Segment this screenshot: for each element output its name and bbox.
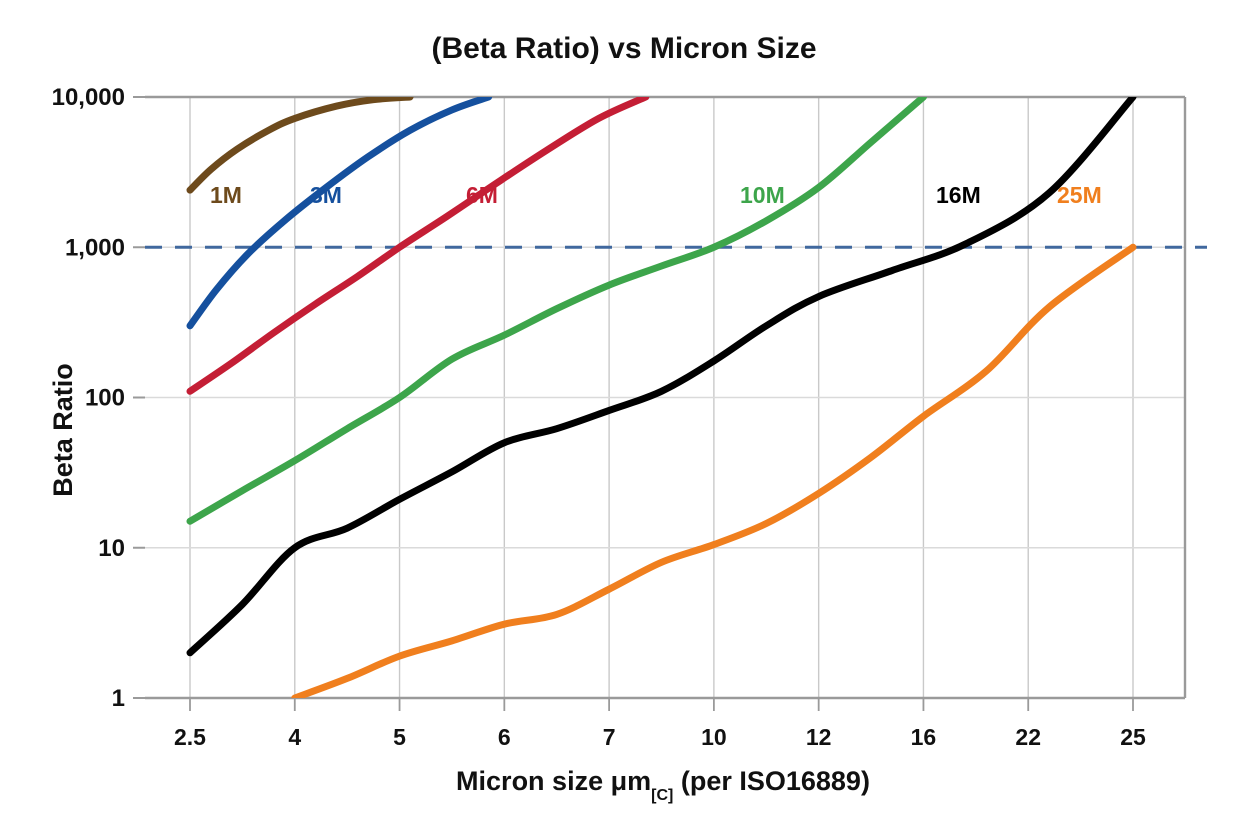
series-label-25M: 25M — [1057, 182, 1102, 208]
y-tick-label: 1,000 — [65, 234, 125, 261]
x-axis-title-subscript: [C] — [651, 787, 673, 804]
series-lines — [186, 97, 1137, 698]
x-axis-title: Micron size μm[C] (per ISO16889) — [456, 766, 870, 804]
x-tick-label: 5 — [393, 724, 406, 750]
y-tick-label: 1 — [112, 685, 125, 712]
y-axis-ticks: 1 10 100 1,000 10,000 — [52, 84, 145, 712]
x-axis-title-suffix: (per ISO16889) — [673, 766, 870, 796]
y-tick-label: 100 — [85, 385, 125, 412]
series-line-10M — [186, 97, 927, 525]
plot-frame — [145, 95, 1187, 700]
x-tick-label: 10 — [701, 724, 727, 750]
series-label-3M: 3M — [310, 182, 342, 208]
x-axis-ticks: 2.5 4 5 6 7 10 12 16 22 25 — [174, 698, 1146, 750]
y-axis-title: Beta Ratio — [48, 363, 78, 497]
series-line-16M — [186, 97, 1137, 657]
x-tick-label: 2.5 — [174, 724, 206, 750]
series-label-6M: 6M — [466, 182, 498, 208]
x-tick-label: 22 — [1015, 724, 1041, 750]
x-tick-label: 4 — [288, 724, 301, 750]
x-tick-label: 16 — [911, 724, 937, 750]
series-line-1M — [186, 97, 414, 194]
y-tick-label: 10 — [98, 535, 125, 562]
series-label-16M: 16M — [936, 182, 981, 208]
series-labels: 1M 3M 6M 10M 16M 25M — [210, 182, 1102, 208]
series-label-1M: 1M — [210, 182, 242, 208]
x-axis-title-main: Micron size μm — [456, 766, 651, 796]
series-line-3M — [186, 97, 493, 330]
x-tick-label: 7 — [603, 724, 616, 750]
y-tick-label: 10,000 — [52, 84, 125, 111]
series-line-25M — [291, 243, 1137, 698]
x-tick-label: 25 — [1120, 724, 1146, 750]
series-label-10M: 10M — [740, 182, 785, 208]
chart-title: (Beta Ratio) vs Micron Size — [431, 32, 816, 65]
series-line-6M — [186, 97, 650, 395]
x-tick-label: 12 — [806, 724, 832, 750]
x-tick-label: 6 — [498, 724, 511, 750]
